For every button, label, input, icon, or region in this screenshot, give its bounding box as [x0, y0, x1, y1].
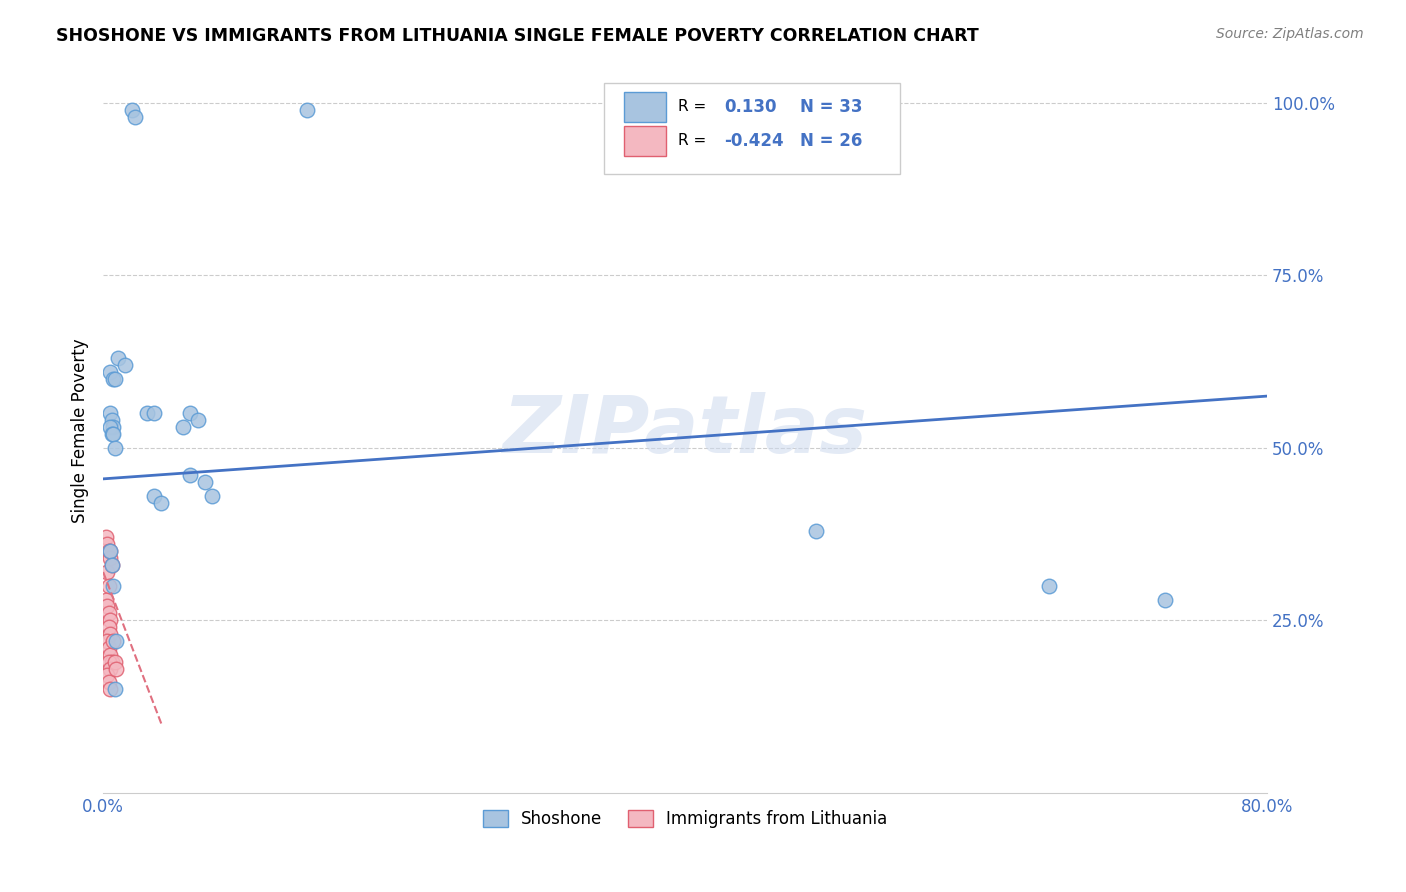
Point [179, 468, 201, 483]
Point [97, 675, 120, 690]
Point [97, 655, 120, 669]
Point [103, 372, 125, 386]
Point [101, 655, 124, 669]
Point [103, 420, 125, 434]
Point [100, 661, 122, 675]
Point [104, 682, 127, 697]
Point [179, 406, 201, 420]
Point [94, 592, 117, 607]
Point [97, 579, 120, 593]
Point [97, 607, 120, 621]
Point [94, 531, 117, 545]
Text: N = 26: N = 26 [800, 132, 863, 150]
Point [96, 565, 118, 579]
Point [100, 420, 122, 434]
FancyBboxPatch shape [603, 83, 900, 174]
Point [201, 489, 224, 503]
Point [150, 496, 173, 510]
Point [143, 406, 166, 420]
Point [100, 551, 122, 566]
Point [97, 544, 120, 558]
Text: R =: R = [678, 134, 706, 148]
Point [100, 544, 122, 558]
FancyBboxPatch shape [624, 126, 666, 156]
Point [121, 103, 143, 117]
FancyBboxPatch shape [624, 92, 666, 122]
Point [105, 661, 128, 675]
Point [104, 655, 127, 669]
Point [103, 579, 125, 593]
Point [97, 640, 120, 655]
Point [96, 537, 118, 551]
Point [96, 668, 118, 682]
Text: R =: R = [678, 99, 706, 114]
Text: 0.130: 0.130 [724, 98, 778, 116]
Point [96, 634, 118, 648]
Point [101, 558, 124, 572]
Point [107, 351, 129, 366]
Point [1038, 579, 1060, 593]
Point [100, 613, 122, 627]
Y-axis label: Single Female Poverty: Single Female Poverty [72, 338, 89, 523]
Text: Source: ZipAtlas.com: Source: ZipAtlas.com [1216, 27, 1364, 41]
Point [804, 524, 827, 538]
Point [103, 427, 125, 442]
Point [100, 406, 122, 420]
Text: SHOSHONE VS IMMIGRANTS FROM LITHUANIA SINGLE FEMALE POVERTY CORRELATION CHART: SHOSHONE VS IMMIGRANTS FROM LITHUANIA SI… [56, 27, 979, 45]
Text: N = 33: N = 33 [800, 98, 863, 116]
Point [124, 110, 146, 124]
Point [105, 634, 128, 648]
Point [104, 441, 127, 455]
Point [100, 682, 122, 697]
Point [101, 427, 124, 442]
Point [143, 489, 166, 503]
Point [187, 413, 209, 427]
Point [100, 627, 122, 641]
Text: -0.424: -0.424 [724, 132, 785, 150]
Point [101, 413, 124, 427]
Point [101, 558, 124, 572]
Point [100, 544, 122, 558]
Point [114, 358, 136, 372]
Point [100, 648, 122, 662]
Point [1154, 592, 1177, 607]
Point [194, 475, 217, 490]
Point [96, 599, 118, 614]
Point [295, 103, 318, 117]
Legend: Shoshone, Immigrants from Lithuania: Shoshone, Immigrants from Lithuania [477, 804, 894, 835]
Point [172, 420, 194, 434]
Point [135, 406, 157, 420]
Point [100, 365, 122, 379]
Text: ZIPatlas: ZIPatlas [502, 392, 868, 469]
Point [97, 620, 120, 634]
Point [104, 372, 127, 386]
Point [103, 634, 125, 648]
